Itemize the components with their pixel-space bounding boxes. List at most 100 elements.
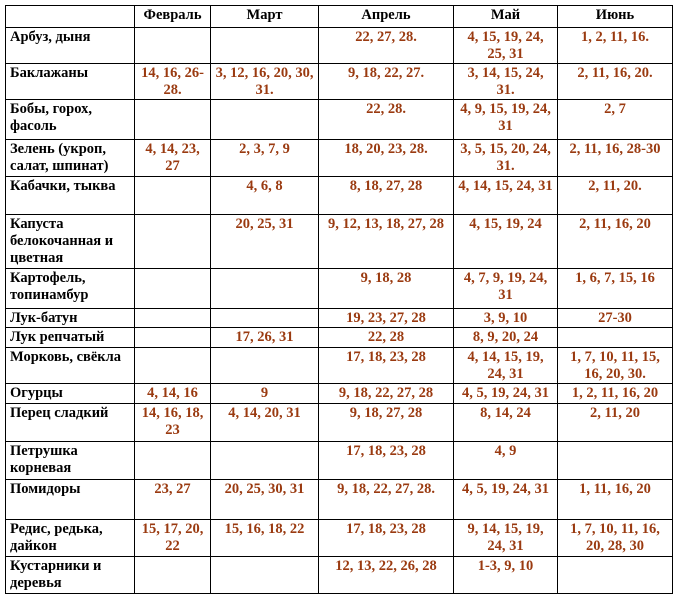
dates-cell: 4, 14, 20, 31 xyxy=(210,403,319,442)
table-row: Арбуз, дыня 22, 27, 28. 4, 15, 19, 24, 25,… xyxy=(5,27,673,64)
dates-cell: 4, 5, 19, 24, 31 xyxy=(453,383,558,404)
dates-cell: 14, 16, 26-28. xyxy=(134,63,211,100)
dates-cell xyxy=(557,441,673,480)
dates-cell: 2, 11, 20 xyxy=(557,403,673,442)
header-corner xyxy=(5,5,135,28)
crop-name: Баклажаны xyxy=(5,63,135,100)
dates-cell: 4, 15, 19, 24 xyxy=(453,214,558,269)
dates-cell xyxy=(134,347,211,384)
dates-cell: 3, 5, 15, 20, 24, 31. xyxy=(453,139,558,177)
dates-cell: 17, 26, 31 xyxy=(210,327,319,348)
dates-cell: 4, 7, 9, 19, 24, 31 xyxy=(453,268,558,309)
dates-cell: 1-3, 9, 10 xyxy=(453,556,558,594)
dates-cell: 4, 14, 23, 27 xyxy=(134,139,211,177)
table-row: Лук репчатый 17, 26, 31 22, 28 8, 9, 20, 24 xyxy=(5,327,673,348)
dates-cell xyxy=(134,176,211,215)
table-row: Помидоры 23, 27 20, 25, 30, 31 9, 18, 22, 2… xyxy=(5,479,673,520)
header-month: Апрель xyxy=(318,5,454,28)
dates-cell: 9 xyxy=(210,383,319,404)
table-row: Перец сладкий 14, 16, 18, 23 4, 14, 20, 31… xyxy=(5,403,673,442)
dates-cell xyxy=(134,27,211,64)
dates-cell: 4, 9 xyxy=(453,441,558,480)
crop-name: Бобы, горох, фасоль xyxy=(5,99,135,140)
header-month: Май xyxy=(453,5,558,28)
table-row: Лук-батун 19, 23, 27, 28 3, 9, 10 27-30 xyxy=(5,308,673,328)
dates-cell: 1, 6, 7, 15, 16 xyxy=(557,268,673,309)
header-month: Февраль xyxy=(134,5,211,28)
dates-cell: 22, 28. xyxy=(318,99,454,140)
dates-cell: 3, 14, 15, 24, 31. xyxy=(453,63,558,100)
dates-cell: 3, 12, 16, 20, 30, 31. xyxy=(210,63,319,100)
dates-cell xyxy=(557,327,673,348)
crop-name: Лук репчатый xyxy=(5,327,135,348)
table-row: Зелень (укроп, салат, шпинат) 4, 14, 23, … xyxy=(5,139,673,177)
crop-name: Перец сладкий xyxy=(5,403,135,442)
table-row: Морковь, свёкла 17, 18, 23, 28 4, 14, 15, … xyxy=(5,347,673,384)
dates-cell: 9, 18, 27, 28 xyxy=(318,403,454,442)
dates-cell xyxy=(210,308,319,328)
table-row: Кабачки, тыква 4, 6, 8 8, 18, 27, 28 4, 14,… xyxy=(5,176,673,215)
dates-cell xyxy=(557,556,673,594)
dates-cell: 2, 7 xyxy=(557,99,673,140)
dates-cell xyxy=(134,99,211,140)
dates-cell: 9, 18, 28 xyxy=(318,268,454,309)
dates-cell: 1, 7, 10, 11, 16, 20, 28, 30 xyxy=(557,519,673,557)
dates-cell: 4, 15, 19, 24, 25, 31 xyxy=(453,27,558,64)
crop-name: Кустарники и деревья xyxy=(5,556,135,594)
dates-cell xyxy=(210,99,319,140)
dates-cell: 2, 11, 16, 20. xyxy=(557,63,673,100)
dates-cell xyxy=(134,214,211,269)
dates-cell: 14, 16, 18, 23 xyxy=(134,403,211,442)
table-row: Баклажаны 14, 16, 26-28. 3, 12, 16, 20, 30… xyxy=(5,63,673,100)
dates-cell: 4, 14, 16 xyxy=(134,383,211,404)
dates-cell xyxy=(134,268,211,309)
dates-cell: 2, 3, 7, 9 xyxy=(210,139,319,177)
dates-cell: 2, 11, 16, 20 xyxy=(557,214,673,269)
dates-cell: 8, 14, 24 xyxy=(453,403,558,442)
dates-cell: 17, 18, 23, 28 xyxy=(318,441,454,480)
dates-cell: 1, 7, 10, 11, 15, 16, 20, 30. xyxy=(557,347,673,384)
dates-cell xyxy=(134,327,211,348)
crop-name: Помидоры xyxy=(5,479,135,520)
dates-cell: 4, 14, 15, 24, 31 xyxy=(453,176,558,215)
crop-name: Огурцы xyxy=(5,383,135,404)
dates-cell: 18, 20, 23, 28. xyxy=(318,139,454,177)
dates-cell: 1, 2, 11, 16, 20 xyxy=(557,383,673,404)
dates-cell: 1, 11, 16, 20 xyxy=(557,479,673,520)
dates-cell xyxy=(210,441,319,480)
dates-cell: 19, 23, 27, 28 xyxy=(318,308,454,328)
dates-cell: 3, 9, 10 xyxy=(453,308,558,328)
table-row: Редис, редька, дайкон 15, 17, 20, 22 15, 1… xyxy=(5,519,673,557)
dates-cell: 17, 18, 23, 28 xyxy=(318,519,454,557)
dates-cell: 4, 14, 15, 19, 24, 31 xyxy=(453,347,558,384)
crop-name: Зелень (укроп, салат, шпинат) xyxy=(5,139,135,177)
table-row: Капуста белокочанная и цветная 20, 25, 31… xyxy=(5,214,673,269)
dates-cell xyxy=(210,268,319,309)
planting-calendar-table: Февраль Март Апрель Май Июнь Арбуз, дыня 22, … xyxy=(5,5,673,594)
table-row: Картофель, топинамбур 9, 18, 28 4, 7, 9, 1… xyxy=(5,268,673,309)
dates-cell: 4, 5, 19, 24, 31 xyxy=(453,479,558,520)
dates-cell: 15, 17, 20, 22 xyxy=(134,519,211,557)
dates-cell: 9, 14, 15, 19, 24, 31 xyxy=(453,519,558,557)
dates-cell xyxy=(210,27,319,64)
dates-cell: 9, 18, 22, 27, 28. xyxy=(318,479,454,520)
crop-name: Петрушка корневая xyxy=(5,441,135,480)
dates-cell xyxy=(210,347,319,384)
crop-name: Капуста белокочанная и цветная xyxy=(5,214,135,269)
dates-cell: 4, 9, 15, 19, 24, 31 xyxy=(453,99,558,140)
dates-cell xyxy=(134,441,211,480)
crop-name: Редис, редька, дайкон xyxy=(5,519,135,557)
dates-cell xyxy=(134,556,211,594)
crop-name: Картофель, топинамбур xyxy=(5,268,135,309)
table-row: Огурцы 4, 14, 16 9 9, 18, 22, 27, 28 4, 5, 1… xyxy=(5,383,673,404)
dates-cell: 27-30 xyxy=(557,308,673,328)
header-row: Февраль Март Апрель Май Июнь xyxy=(5,5,673,28)
dates-cell: 4, 6, 8 xyxy=(210,176,319,215)
dates-cell: 22, 27, 28. xyxy=(318,27,454,64)
dates-cell: 12, 13, 22, 26, 28 xyxy=(318,556,454,594)
table-row: Кустарники и деревья 12, 13, 22, 26, 28 1-… xyxy=(5,556,673,594)
crop-name: Морковь, свёкла xyxy=(5,347,135,384)
header-month: Июнь xyxy=(557,5,673,28)
dates-cell: 9, 12, 13, 18, 27, 28 xyxy=(318,214,454,269)
crop-name: Лук-батун xyxy=(5,308,135,328)
